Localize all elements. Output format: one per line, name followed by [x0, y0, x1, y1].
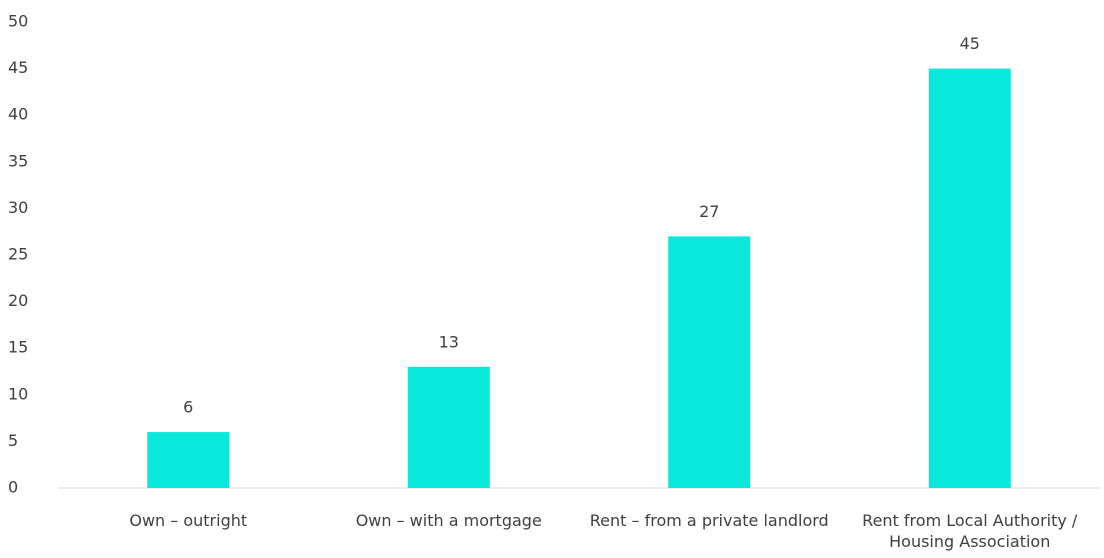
y-tick-label: 40: [8, 105, 28, 124]
y-tick-label: 5: [8, 431, 18, 450]
y-tick-label: 20: [8, 291, 28, 310]
x-tick-label: Rent from Local Authority / Housing Asso…: [862, 511, 1078, 551]
bar: [147, 432, 230, 488]
bar: [668, 236, 751, 488]
y-tick-label: 35: [8, 151, 28, 170]
y-tick-label: 45: [8, 58, 28, 77]
y-tick-label: 10: [8, 384, 28, 403]
y-tick-label: 30: [8, 198, 28, 217]
y-tick-label: 0: [8, 478, 18, 497]
x-tick-label: Rent – from a private landlord: [589, 511, 829, 530]
data-label: 13: [439, 332, 459, 351]
bar: [407, 366, 490, 488]
y-tick-label: 15: [8, 338, 28, 357]
x-tick-label: Own – with a mortgage: [355, 511, 542, 530]
y-tick-label: 25: [8, 245, 28, 264]
data-label: 45: [960, 34, 980, 53]
bar: [928, 68, 1011, 488]
data-label: 6: [183, 398, 193, 417]
x-tick-label: Own – outright: [129, 511, 248, 530]
y-tick-label: 50: [8, 12, 28, 31]
data-label: 27: [699, 202, 719, 221]
